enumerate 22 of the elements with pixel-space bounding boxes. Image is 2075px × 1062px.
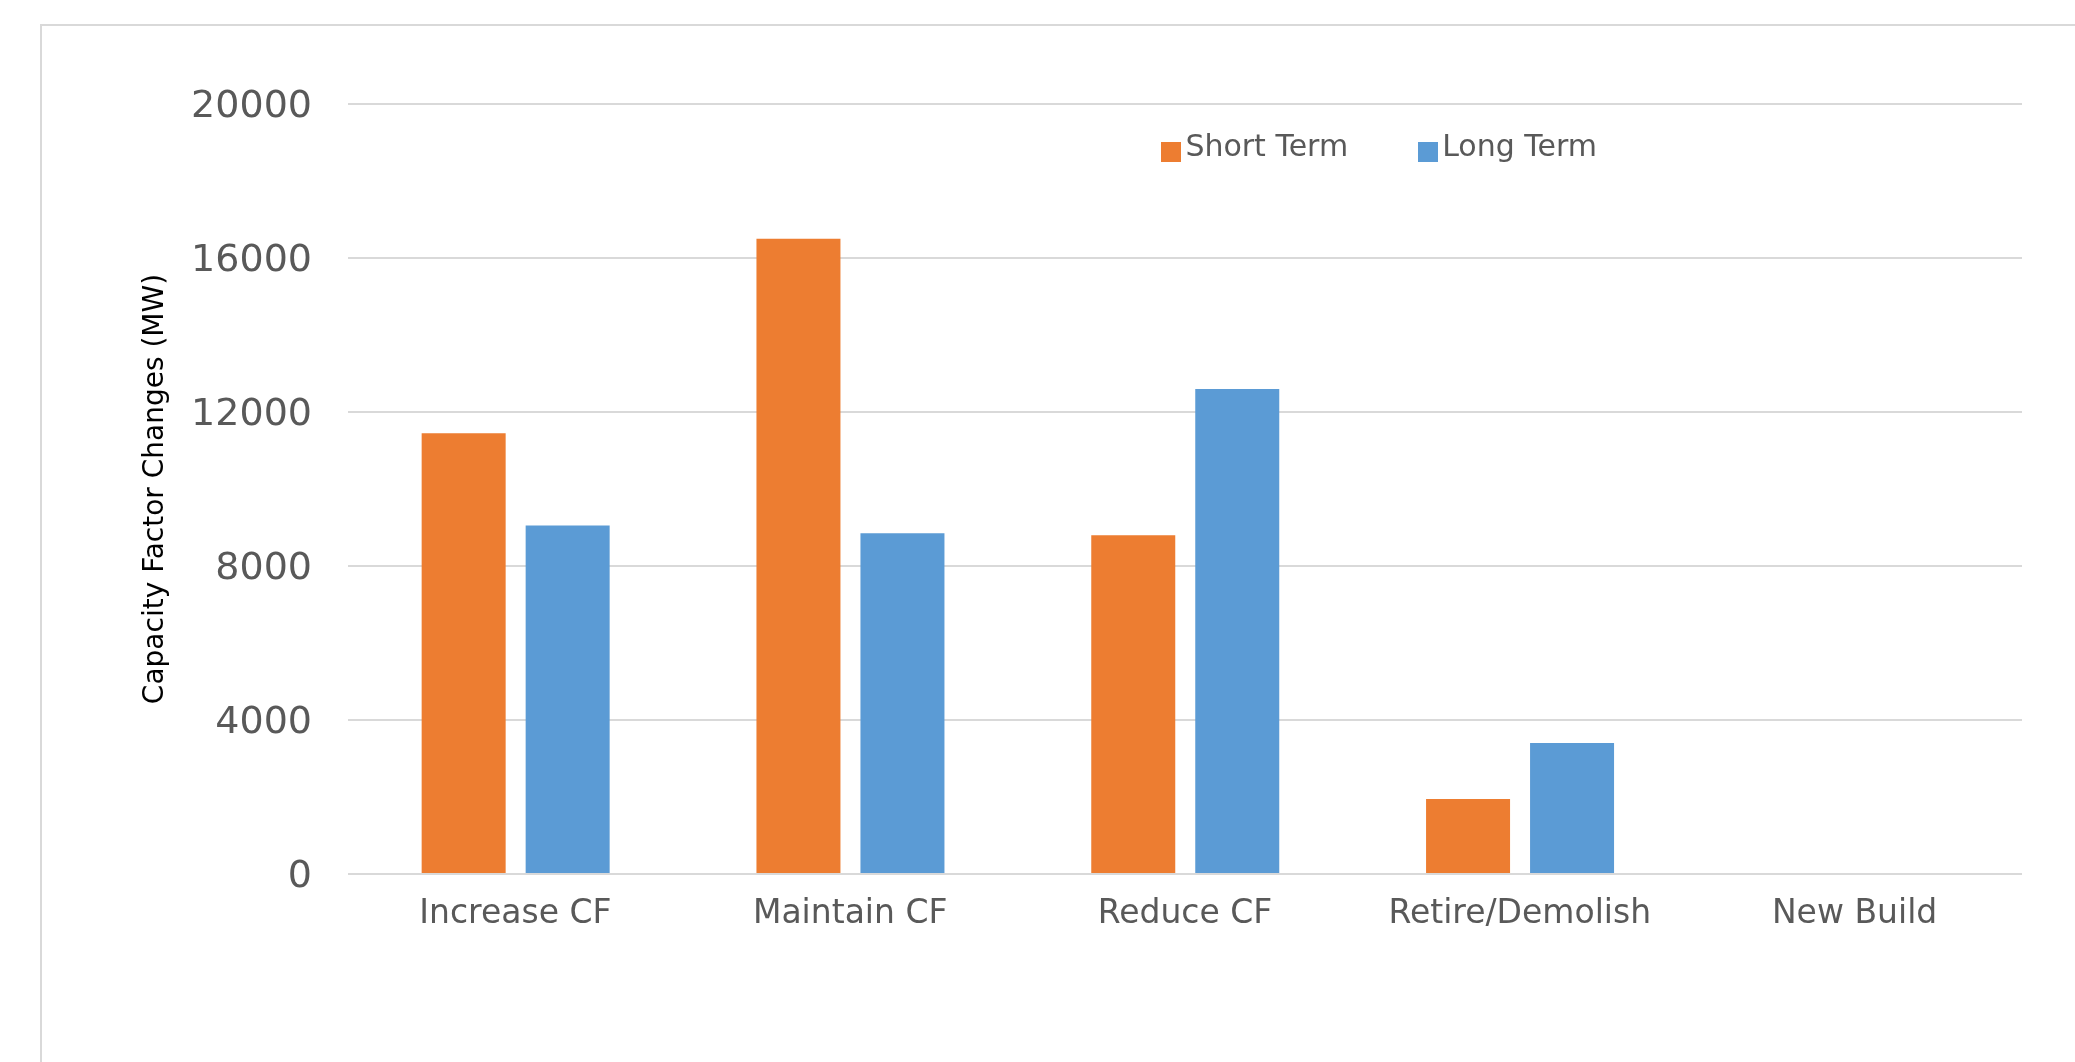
bar (860, 533, 945, 874)
bar (1195, 388, 1280, 874)
x-tick-label: Reduce CF (1097, 892, 1273, 932)
x-tick-label: Increase CF (419, 892, 612, 932)
y-tick-label: 20000 (191, 82, 312, 127)
bar (421, 433, 506, 874)
bar (756, 238, 841, 874)
legend-label: Long Term (1442, 128, 1597, 163)
legend-label: Short Term (1185, 128, 1349, 163)
x-tick-label: Maintain CF (752, 892, 948, 932)
bar (525, 525, 610, 874)
x-tick-label: Retire/Demolish (1388, 892, 1652, 932)
bar (1530, 743, 1615, 874)
y-axis-title: Capacity Factor Changes (MW) (136, 273, 170, 705)
y-tick-label: 8000 (215, 544, 312, 589)
y-tick-label: 12000 (191, 390, 312, 435)
y-tick-label: 4000 (215, 698, 312, 743)
y-tick-label: 16000 (191, 236, 312, 281)
y-tick-label: 0 (287, 852, 312, 897)
bar (1426, 798, 1511, 874)
bar (1091, 535, 1176, 874)
x-tick-label: New Build (1771, 892, 1938, 932)
